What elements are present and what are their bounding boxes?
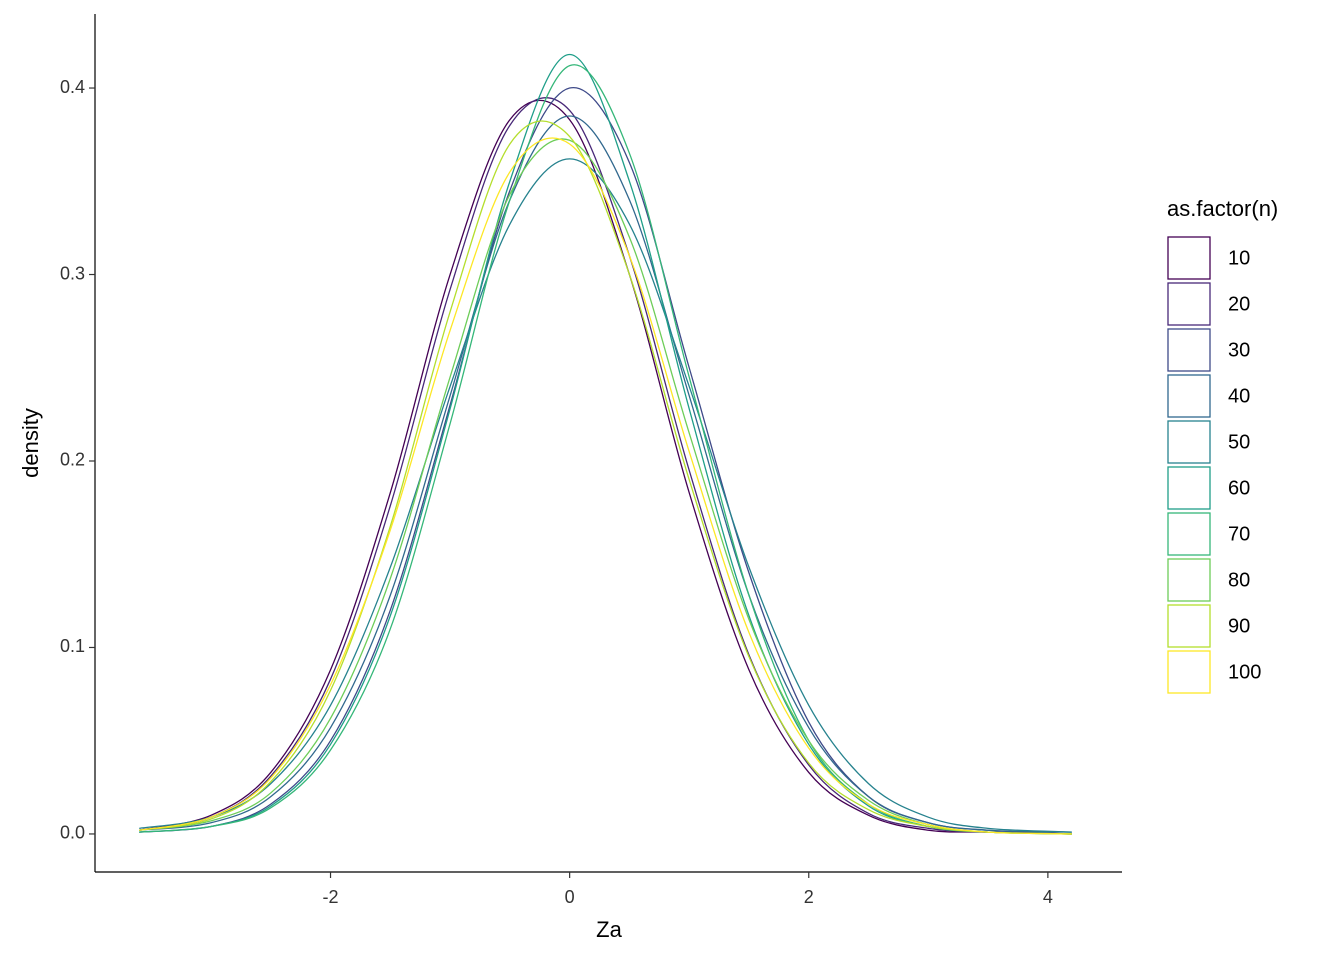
- legend-title: as.factor(n): [1167, 196, 1278, 221]
- x-tick-label: -2: [323, 887, 339, 907]
- x-tick-label: 0: [565, 887, 575, 907]
- legend-key: [1167, 604, 1211, 648]
- density-line: [139, 138, 1072, 835]
- density-line: [139, 99, 1072, 835]
- y-axis-title: density: [18, 408, 43, 478]
- legend-label: 40: [1228, 385, 1250, 407]
- density-line: [139, 97, 1072, 835]
- legend-key: [1167, 650, 1211, 694]
- density-line: [139, 137, 1072, 835]
- legend-key: [1167, 420, 1211, 464]
- legend-key: [1167, 558, 1211, 602]
- legend-key: [1167, 374, 1211, 418]
- legend-label: 70: [1228, 523, 1250, 545]
- legend-key: [1167, 466, 1211, 510]
- legend-key: [1167, 512, 1211, 556]
- x-tick-label: 4: [1043, 887, 1053, 907]
- density-line: [139, 53, 1072, 835]
- legend-label: 60: [1228, 477, 1250, 499]
- legend-label: 100: [1228, 661, 1261, 683]
- legend-label: 50: [1228, 431, 1250, 453]
- density-line: [139, 120, 1072, 835]
- legend-label: 90: [1228, 615, 1250, 637]
- y-tick-label: 0.1: [60, 636, 85, 656]
- y-tick-label: 0.0: [60, 823, 85, 843]
- legend-key: [1167, 282, 1211, 326]
- legend-key: [1167, 236, 1211, 280]
- density-line: [139, 64, 1072, 835]
- x-axis-title: Za: [596, 917, 622, 942]
- y-tick-label: 0.3: [60, 263, 85, 283]
- density-line: [139, 158, 1072, 833]
- legend-label: 30: [1228, 339, 1250, 361]
- density-line: [139, 115, 1072, 833]
- legend-label: 20: [1228, 293, 1250, 315]
- y-tick-label: 0.2: [60, 450, 85, 470]
- y-tick-label: 0.4: [60, 77, 85, 97]
- legend-label: 10: [1228, 247, 1250, 269]
- x-tick-label: 2: [804, 887, 814, 907]
- legend-label: 80: [1228, 569, 1250, 591]
- legend-key: [1167, 328, 1211, 372]
